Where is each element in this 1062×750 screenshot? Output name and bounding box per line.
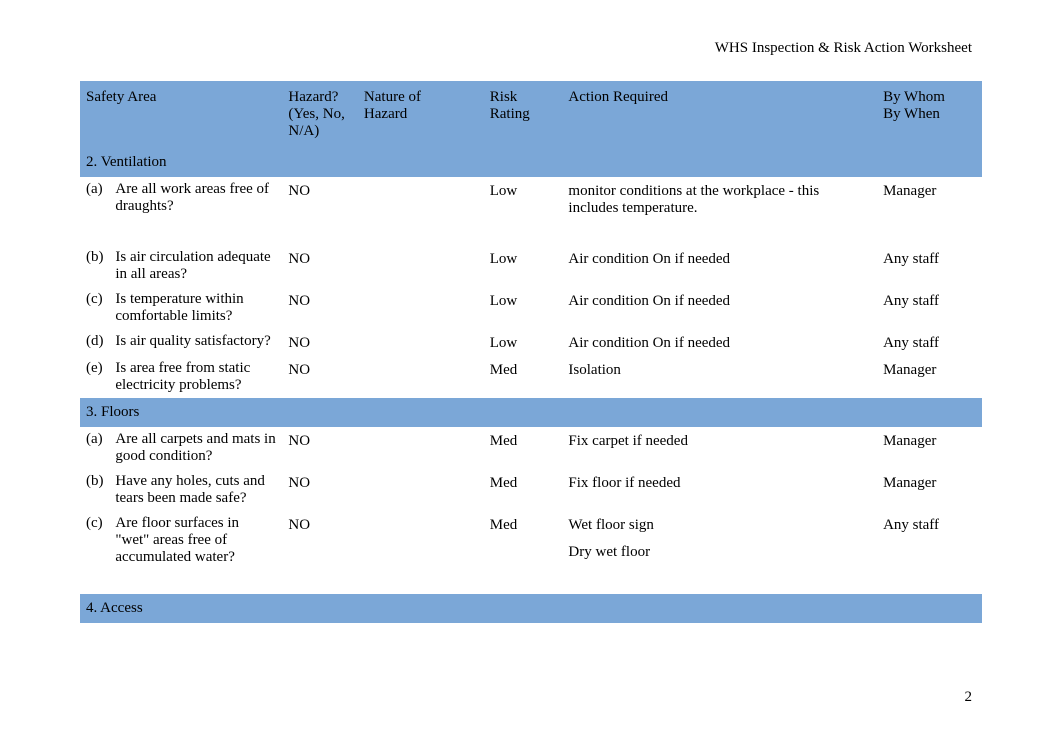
row-nature [358, 427, 484, 469]
row-question: Are floor surfaces in "wet" areas free o… [109, 511, 282, 594]
row-action: Air condition On if needed [562, 329, 877, 356]
col-whom: By Whom By When [877, 81, 982, 148]
row-question: Is area free from static electricity pro… [109, 356, 282, 398]
col-hazard-l3: N/A) [288, 123, 352, 140]
row-nature [358, 469, 484, 511]
row-nature [358, 245, 484, 287]
row-action-line2: Dry wet floor [568, 544, 871, 561]
row-risk: Med [484, 469, 563, 511]
row-risk: Med [484, 427, 563, 469]
row-whom: Manager [877, 427, 982, 469]
row-question: Have any holes, cuts and tears been made… [109, 469, 282, 511]
row-whom: Any staff [877, 329, 982, 356]
row-nature [358, 329, 484, 356]
row-risk: Med [484, 511, 563, 594]
section-title-floors: 3. Floors [80, 398, 982, 427]
col-risk: Risk Rating [484, 81, 563, 148]
row-question: Are all work areas free of draughts? [109, 177, 282, 245]
table-row: (b) Is air circulation adequate in all a… [80, 245, 982, 287]
row-hazard: NO [282, 427, 358, 469]
row-question: Is air circulation adequate in all areas… [109, 245, 282, 287]
section-title-access: 4. Access [80, 594, 982, 623]
inspection-table: Safety Area Hazard? (Yes, No, N/A) Natur… [80, 81, 982, 623]
row-action: Fix floor if needed [562, 469, 877, 511]
row-risk: Low [484, 177, 563, 245]
table-row: (c) Are floor surfaces in "wet" areas fr… [80, 511, 982, 594]
row-letter: (e) [80, 356, 109, 398]
row-letter: (c) [80, 511, 109, 594]
col-risk-l1: Risk [490, 89, 557, 106]
row-hazard: NO [282, 245, 358, 287]
row-letter: (d) [80, 329, 109, 356]
row-letter: (b) [80, 469, 109, 511]
row-whom: Any staff [877, 245, 982, 287]
col-hazard: Hazard? (Yes, No, N/A) [282, 81, 358, 148]
row-action: Wet floor sign Dry wet floor [562, 511, 877, 594]
row-nature [358, 287, 484, 329]
table-row: (d) Is air quality satisfactory? NO Low … [80, 329, 982, 356]
table-row: (e) Is area free from static electricity… [80, 356, 982, 398]
row-action: Fix carpet if needed [562, 427, 877, 469]
col-whom-l2: By When [883, 106, 976, 123]
row-hazard: NO [282, 329, 358, 356]
table-row: (c) Is temperature within comfortable li… [80, 287, 982, 329]
row-whom: Any staff [877, 511, 982, 594]
row-letter: (a) [80, 427, 109, 469]
row-hazard: NO [282, 356, 358, 398]
table-row: (b) Have any holes, cuts and tears been … [80, 469, 982, 511]
col-action: Action Required [562, 81, 877, 148]
table-row: (a) Are all carpets and mats in good con… [80, 427, 982, 469]
table-header-row: Safety Area Hazard? (Yes, No, N/A) Natur… [80, 81, 982, 148]
section-row-access: 4. Access [80, 594, 982, 623]
row-whom: Any staff [877, 287, 982, 329]
row-risk: Low [484, 329, 563, 356]
row-risk: Low [484, 287, 563, 329]
row-whom: Manager [877, 469, 982, 511]
col-hazard-l1: Hazard? [288, 89, 352, 106]
col-nature: Nature of Hazard [358, 81, 484, 148]
row-whom: Manager [877, 177, 982, 245]
row-nature [358, 511, 484, 594]
row-nature [358, 356, 484, 398]
section-title-ventilation: 2. Ventilation [80, 148, 982, 177]
table-row: (a) Are all work areas free of draughts?… [80, 177, 982, 245]
row-action: Isolation [562, 356, 877, 398]
row-question: Is air quality satisfactory? [109, 329, 282, 356]
section-row-floors: 3. Floors [80, 398, 982, 427]
row-action-line1: Wet floor sign [568, 517, 871, 534]
row-nature [358, 177, 484, 245]
row-action: Air condition On if needed [562, 287, 877, 329]
page-container: WHS Inspection & Risk Action Worksheet S… [0, 0, 1062, 643]
row-letter: (a) [80, 177, 109, 245]
row-question: Are all carpets and mats in good conditi… [109, 427, 282, 469]
col-safety-area: Safety Area [80, 81, 282, 148]
row-action: monitor conditions at the workplace - th… [562, 177, 877, 245]
col-risk-l2: Rating [490, 106, 557, 123]
row-question: Is temperature within comfortable limits… [109, 287, 282, 329]
page-number: 2 [965, 689, 973, 706]
col-whom-l1: By Whom [883, 89, 976, 106]
row-hazard: NO [282, 469, 358, 511]
row-whom: Manager [877, 356, 982, 398]
row-action: Air condition On if needed [562, 245, 877, 287]
row-hazard: NO [282, 287, 358, 329]
row-risk: Low [484, 245, 563, 287]
row-risk: Med [484, 356, 563, 398]
row-letter: (b) [80, 245, 109, 287]
row-hazard: NO [282, 177, 358, 245]
row-hazard: NO [282, 511, 358, 594]
col-hazard-l2: (Yes, No, [288, 106, 352, 123]
col-nature-l2: Hazard [364, 106, 478, 123]
col-nature-l1: Nature of [364, 89, 478, 106]
document-title: WHS Inspection & Risk Action Worksheet [80, 40, 982, 57]
section-row-ventilation: 2. Ventilation [80, 148, 982, 177]
row-letter: (c) [80, 287, 109, 329]
